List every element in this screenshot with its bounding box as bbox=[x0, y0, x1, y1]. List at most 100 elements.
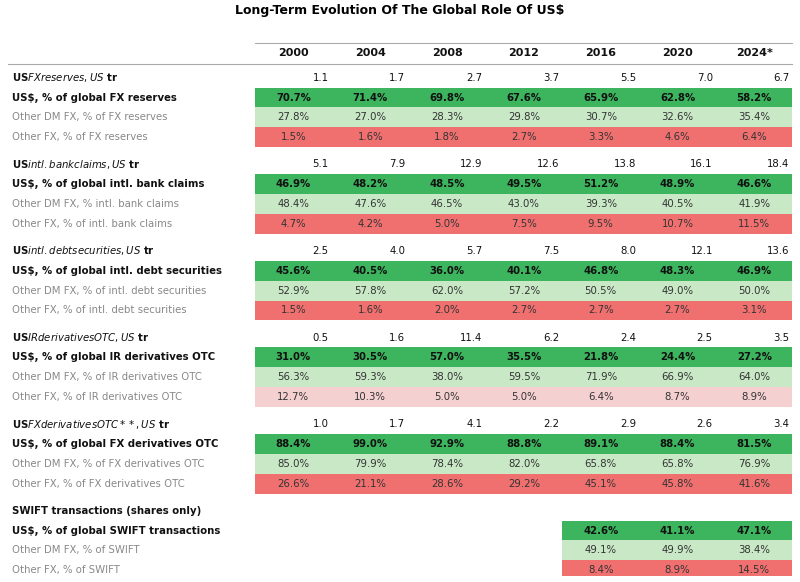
Text: 11.5%: 11.5% bbox=[738, 219, 770, 229]
Text: US$, % of global IR derivatives OTC: US$, % of global IR derivatives OTC bbox=[12, 352, 215, 363]
Text: 21.8%: 21.8% bbox=[583, 352, 618, 363]
Text: 92.9%: 92.9% bbox=[430, 439, 465, 449]
Text: 56.3%: 56.3% bbox=[278, 372, 310, 382]
Text: 5.0%: 5.0% bbox=[511, 392, 537, 402]
Text: 69.8%: 69.8% bbox=[430, 93, 465, 102]
Text: 67.6%: 67.6% bbox=[506, 93, 542, 102]
Text: 46.5%: 46.5% bbox=[431, 199, 463, 209]
Text: 64.0%: 64.0% bbox=[738, 372, 770, 382]
Text: 41.9%: 41.9% bbox=[738, 199, 770, 209]
Text: 6.4%: 6.4% bbox=[742, 132, 767, 142]
Text: 4.1: 4.1 bbox=[466, 419, 482, 429]
Text: 3.5: 3.5 bbox=[774, 332, 790, 343]
Text: 6.4%: 6.4% bbox=[588, 392, 614, 402]
Text: 36.0%: 36.0% bbox=[430, 266, 465, 276]
Text: 8.0: 8.0 bbox=[620, 246, 636, 256]
Bar bbox=[562, 560, 792, 580]
Text: 70.7%: 70.7% bbox=[276, 93, 311, 102]
Text: 1.6: 1.6 bbox=[390, 332, 406, 343]
Text: US$ IR derivatives OTC, US$ tr: US$ IR derivatives OTC, US$ tr bbox=[12, 331, 149, 344]
Text: 49.1%: 49.1% bbox=[585, 545, 617, 555]
Bar bbox=[255, 214, 792, 234]
Text: 45.6%: 45.6% bbox=[276, 266, 311, 276]
Text: 5.1: 5.1 bbox=[313, 159, 329, 169]
Bar bbox=[255, 474, 792, 494]
Text: 2.7%: 2.7% bbox=[511, 306, 537, 315]
Text: 2.7%: 2.7% bbox=[665, 306, 690, 315]
Text: 5.0%: 5.0% bbox=[434, 219, 460, 229]
Text: Other DM FX, % intl. bank claims: Other DM FX, % intl. bank claims bbox=[12, 199, 179, 209]
Text: 57.8%: 57.8% bbox=[354, 286, 386, 296]
Text: 8.7%: 8.7% bbox=[665, 392, 690, 402]
Bar bbox=[255, 261, 792, 281]
Text: 57.0%: 57.0% bbox=[430, 352, 465, 363]
Text: 5.5: 5.5 bbox=[620, 73, 636, 83]
Text: SWIFT transactions (shares only): SWIFT transactions (shares only) bbox=[12, 506, 201, 516]
Text: 51.2%: 51.2% bbox=[583, 179, 618, 189]
Text: 13.8: 13.8 bbox=[614, 159, 636, 169]
Text: 40.5%: 40.5% bbox=[662, 199, 694, 209]
Text: 1.8%: 1.8% bbox=[434, 132, 460, 142]
Text: 27.0%: 27.0% bbox=[354, 112, 386, 122]
Text: 49.5%: 49.5% bbox=[506, 179, 542, 189]
Text: US$, % of global intl. debt securities: US$, % of global intl. debt securities bbox=[12, 266, 222, 276]
Text: 6.2: 6.2 bbox=[543, 332, 559, 343]
Text: 30.5%: 30.5% bbox=[353, 352, 388, 363]
Text: 12.9: 12.9 bbox=[460, 159, 482, 169]
Text: 29.2%: 29.2% bbox=[508, 478, 540, 489]
Text: 8.9%: 8.9% bbox=[742, 392, 767, 402]
Text: 52.9%: 52.9% bbox=[278, 286, 310, 296]
Text: 35.5%: 35.5% bbox=[506, 352, 542, 363]
Text: Long-Term Evolution Of The Global Role Of US$: Long-Term Evolution Of The Global Role O… bbox=[235, 4, 565, 17]
Text: 2.7%: 2.7% bbox=[511, 132, 537, 142]
Bar bbox=[255, 88, 792, 108]
Text: 81.5%: 81.5% bbox=[737, 439, 772, 449]
Text: 1.5%: 1.5% bbox=[281, 132, 306, 142]
Text: US$, % of global intl. bank claims: US$, % of global intl. bank claims bbox=[12, 179, 205, 189]
Text: 3.3%: 3.3% bbox=[588, 132, 614, 142]
Text: Other FX, % of intl. bank claims: Other FX, % of intl. bank claims bbox=[12, 219, 172, 229]
Text: 78.4%: 78.4% bbox=[431, 459, 463, 469]
Text: 2.5: 2.5 bbox=[697, 332, 713, 343]
Text: 58.2%: 58.2% bbox=[737, 93, 772, 102]
Text: 1.5%: 1.5% bbox=[281, 306, 306, 315]
Text: 18.4: 18.4 bbox=[767, 159, 790, 169]
Text: 42.6%: 42.6% bbox=[583, 526, 618, 535]
Text: 46.9%: 46.9% bbox=[737, 266, 772, 276]
Text: 10.3%: 10.3% bbox=[354, 392, 386, 402]
Text: 1.6%: 1.6% bbox=[358, 306, 383, 315]
Text: 8.4%: 8.4% bbox=[588, 565, 614, 575]
Text: 1.7: 1.7 bbox=[390, 73, 406, 83]
Text: 11.4: 11.4 bbox=[460, 332, 482, 343]
Text: US$ intl. debt securities, US$ tr: US$ intl. debt securities, US$ tr bbox=[12, 244, 155, 257]
Text: 1.1: 1.1 bbox=[313, 73, 329, 83]
Text: 49.0%: 49.0% bbox=[662, 286, 694, 296]
Text: 50.0%: 50.0% bbox=[738, 286, 770, 296]
Text: 47.6%: 47.6% bbox=[354, 199, 386, 209]
Text: US$ FX derivatives OTC**, US$ tr: US$ FX derivatives OTC**, US$ tr bbox=[12, 418, 170, 431]
Text: 7.9: 7.9 bbox=[390, 159, 406, 169]
Text: 71.4%: 71.4% bbox=[353, 93, 388, 102]
Text: 41.6%: 41.6% bbox=[738, 478, 770, 489]
Text: 89.1%: 89.1% bbox=[583, 439, 618, 449]
Text: Other FX, % of FX reserves: Other FX, % of FX reserves bbox=[12, 132, 148, 142]
Text: 21.1%: 21.1% bbox=[354, 478, 386, 489]
Text: 2000: 2000 bbox=[278, 48, 309, 58]
Text: 1.6%: 1.6% bbox=[358, 132, 383, 142]
Text: 3.4: 3.4 bbox=[774, 419, 790, 429]
Text: 24.4%: 24.4% bbox=[660, 352, 695, 363]
Text: 12.7%: 12.7% bbox=[278, 392, 310, 402]
Text: Other DM FX, % of intl. debt securities: Other DM FX, % of intl. debt securities bbox=[12, 286, 206, 296]
Text: 2012: 2012 bbox=[509, 48, 539, 58]
Text: 12.1: 12.1 bbox=[690, 246, 713, 256]
Text: US$, % of global SWIFT transactions: US$, % of global SWIFT transactions bbox=[12, 526, 220, 535]
Text: 88.4%: 88.4% bbox=[660, 439, 695, 449]
Bar bbox=[255, 347, 792, 367]
Text: 2024*: 2024* bbox=[736, 48, 773, 58]
Text: 48.2%: 48.2% bbox=[353, 179, 388, 189]
Text: 48.3%: 48.3% bbox=[660, 266, 695, 276]
Text: 45.8%: 45.8% bbox=[662, 478, 694, 489]
Text: 38.4%: 38.4% bbox=[738, 545, 770, 555]
Text: 32.6%: 32.6% bbox=[662, 112, 694, 122]
Text: 46.9%: 46.9% bbox=[276, 179, 311, 189]
